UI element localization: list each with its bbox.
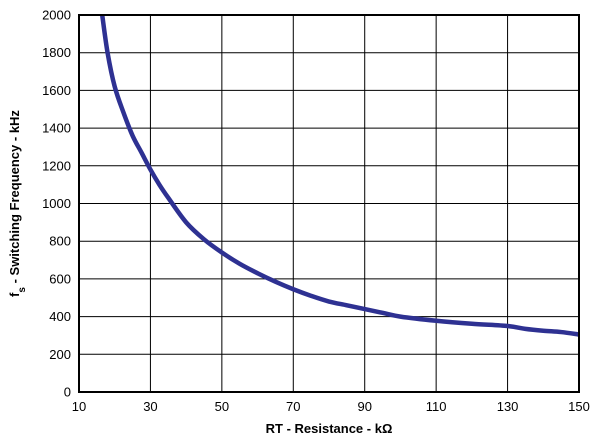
x-tick-label: 10 <box>72 399 86 414</box>
y-tick-label: 1600 <box>42 83 71 98</box>
x-tick-label: 50 <box>215 399 229 414</box>
x-tick-label: 110 <box>426 399 447 414</box>
y-axis-label: fs - Switching Frequency - kHz <box>7 110 28 297</box>
x-tick-label: 30 <box>143 399 157 414</box>
series-line <box>99 14 580 337</box>
y-tick-label: 200 <box>49 347 71 362</box>
x-tick-label: 130 <box>497 399 519 414</box>
y-tick-label: 1800 <box>42 45 71 60</box>
y-tick-label: 400 <box>49 309 71 324</box>
series-layer <box>99 14 580 337</box>
grid <box>78 14 580 393</box>
y-tick-label: 1200 <box>42 158 71 173</box>
y-axis-label-main: f <box>7 292 22 297</box>
x-tick-label: 70 <box>286 399 300 414</box>
y-tick-label: 600 <box>49 271 71 286</box>
x-tick-labels: 10 30 50 70 90 110 130 150 <box>72 399 590 414</box>
x-tick-label: 90 <box>357 399 371 414</box>
x-axis-label: RT - Resistance - kΩ <box>266 421 393 436</box>
plot-frame <box>78 14 580 393</box>
y-tick-label: 1400 <box>42 121 71 136</box>
y-tick-labels: 0 200 400 600 800 1000 1200 1400 1600 1800 2000 <box>42 8 71 400</box>
y-tick-label: 1000 <box>42 196 71 211</box>
y-tick-label: 800 <box>49 234 71 249</box>
y-axis-label-rest: - Switching Frequency - kHz <box>7 110 22 287</box>
y-tick-label: 0 <box>64 385 71 400</box>
y-axis-label-subscript: s <box>17 287 28 293</box>
x-tick-label: 150 <box>568 399 590 414</box>
y-tick-label: 2000 <box>42 8 71 23</box>
